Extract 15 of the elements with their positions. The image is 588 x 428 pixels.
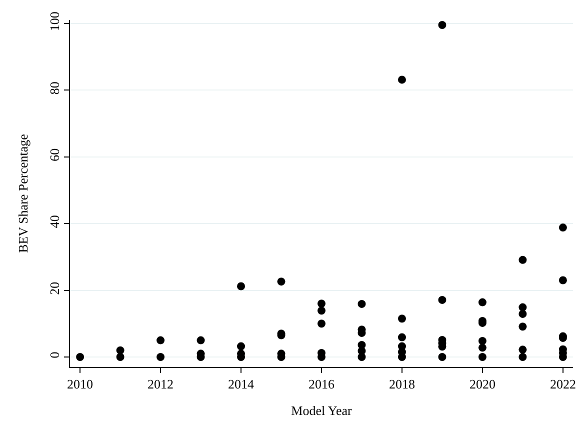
x-tick-label: 2014 [228, 376, 255, 392]
y-tick-label: 40 [46, 215, 62, 228]
x-tick-label: 2010 [67, 376, 94, 392]
x-axis-title: Model Year [291, 403, 352, 418]
x-tick-label: 2020 [469, 376, 496, 392]
x-tick-label: 2022 [550, 376, 576, 392]
y-tick-label: 60 [46, 148, 62, 162]
y-tick-label: 0 [46, 352, 62, 358]
x-tick-label: 2016 [308, 376, 335, 392]
y-axis-title: BEV Share Percentage [16, 134, 31, 253]
y-tick-label: 100 [46, 12, 62, 32]
x-tick-label: 2018 [388, 376, 415, 392]
y-tick-label: 80 [46, 82, 62, 95]
x-tick-label: 2012 [148, 376, 174, 392]
y-tick-label: 20 [46, 282, 62, 295]
